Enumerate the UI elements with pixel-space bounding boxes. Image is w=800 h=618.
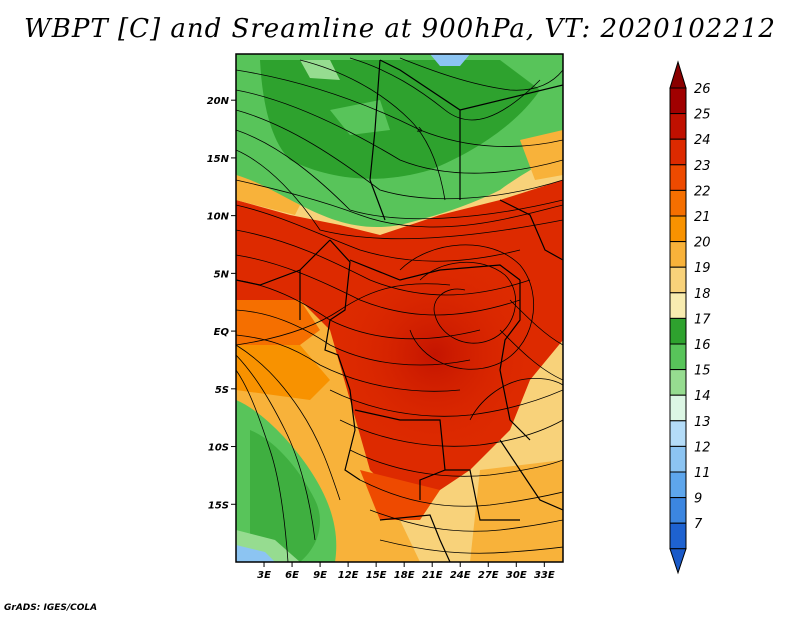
- lon-tick-label: 3E: [257, 570, 271, 581]
- colorbar-swatch: [669, 87, 687, 115]
- colorbar-swatch: [669, 113, 687, 140]
- lat-tick-label: 20N: [207, 96, 230, 107]
- wbpt-field: [236, 54, 563, 562]
- colorbar-label: 24: [694, 133, 711, 148]
- lon-tick-label: 33E: [534, 570, 555, 581]
- colorbar-label: 12: [694, 440, 711, 455]
- colorbar-label: 22: [694, 184, 711, 199]
- colorbar-bottom-cap: [669, 548, 687, 575]
- colorbar-swatch: [669, 497, 687, 524]
- colorbar-label: 20: [694, 236, 711, 251]
- map-frame: [235, 53, 564, 563]
- lon-tick-label: 12E: [338, 570, 359, 581]
- latitude-axis: 20N 15N 10N 5N EQ 5S 10S 15S: [207, 96, 236, 511]
- streamlines: [236, 57, 563, 562]
- lon-tick-label: 18E: [394, 570, 415, 581]
- colorbar-swatch: [669, 394, 687, 422]
- colorbar-label: 11: [694, 466, 711, 481]
- longitude-axis: 3E 6E 9E 12E 15E 18E 21E 24E 27E 30E 33E: [257, 562, 555, 581]
- colorbar-swatch: [669, 215, 687, 243]
- country-borders: [236, 59, 563, 562]
- lon-tick-label: 21E: [422, 570, 443, 581]
- colorbar-label: 7: [694, 517, 703, 532]
- lon-tick-label: 24E: [450, 570, 471, 581]
- colorbar-swatch: [669, 189, 687, 217]
- lat-tick-label: 10N: [207, 212, 230, 223]
- grads-credit: GrADS: IGES/COLA: [4, 603, 98, 613]
- lat-tick-label: 5N: [214, 269, 230, 280]
- colorbar-swatch: [669, 471, 687, 499]
- colorbar-swatch: [669, 317, 687, 345]
- colorbar-label: 9: [694, 492, 702, 507]
- lon-tick-label: 6E: [285, 570, 299, 581]
- colorbar-swatch: [669, 369, 687, 396]
- colorbar-label: 26: [694, 82, 711, 97]
- colorbar-top-cap: [669, 60, 687, 89]
- lat-tick-label: 15S: [208, 500, 229, 511]
- lat-tick-label: 15N: [207, 154, 230, 165]
- lat-tick-label: 10S: [208, 443, 229, 454]
- lon-tick-label: 30E: [506, 570, 527, 581]
- lat-tick-label: 5S: [215, 385, 229, 396]
- lon-tick-label: 9E: [313, 570, 327, 581]
- colorbar-swatch: [669, 241, 687, 268]
- colorbar-label: 13: [694, 415, 711, 430]
- colorbar-swatch: [669, 164, 687, 191]
- colorbar-label: 17: [694, 312, 711, 327]
- colorbar-label: 25: [694, 108, 711, 123]
- colorbar: 26 25 24 23 22 21 20 19 18 17 16 15 14 13 12 11 9 7: [669, 60, 711, 575]
- lon-tick-label: 15E: [366, 570, 387, 581]
- colorbar-swatch: [669, 343, 687, 371]
- chart-title: WBPT [C] and Sreamline at 900hPa, VT: 20…: [24, 14, 776, 44]
- colorbar-label: 15: [694, 364, 711, 379]
- colorbar-label: 14: [694, 389, 711, 404]
- colorbar-swatch: [669, 266, 687, 294]
- colorbar-swatch: [669, 292, 687, 319]
- colorbar-label: 23: [694, 159, 711, 174]
- lat-tick-label: EQ: [214, 327, 230, 338]
- colorbar-label: 16: [694, 338, 711, 353]
- colorbar-label: 21: [694, 210, 711, 225]
- colorbar-label: 19: [694, 261, 711, 276]
- colorbar-swatch: [669, 420, 687, 447]
- colorbar-label: 18: [694, 287, 711, 302]
- colorbar-swatch: [669, 138, 687, 166]
- colorbar-swatch: [669, 445, 687, 473]
- colorbar-swatch: [669, 522, 687, 550]
- lon-tick-label: 27E: [478, 570, 499, 581]
